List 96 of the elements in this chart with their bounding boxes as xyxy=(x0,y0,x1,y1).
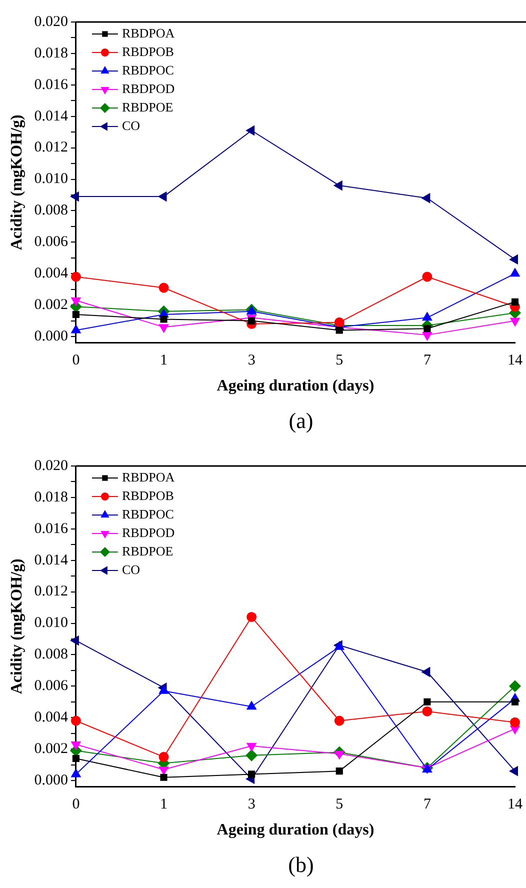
point xyxy=(509,680,521,692)
y-tick-label: 0.018 xyxy=(34,489,68,506)
point xyxy=(70,272,81,282)
y-tick-label: 0.010 xyxy=(34,615,68,632)
x-tick-label: 3 xyxy=(248,796,256,813)
point xyxy=(336,768,343,775)
y-tick-label: 0.012 xyxy=(34,584,68,600)
point xyxy=(248,770,256,778)
point xyxy=(334,640,345,650)
x-tick-label: 5 xyxy=(336,796,344,813)
legend-label: RBDPOA xyxy=(122,25,176,40)
y-tick-label: 0.018 xyxy=(34,45,68,62)
x-tick-label: 14 xyxy=(508,352,523,369)
point xyxy=(248,317,256,324)
legend-label: RBDPOC xyxy=(122,506,174,522)
point xyxy=(422,312,432,321)
y-tick-label: 0.004 xyxy=(34,710,68,726)
x-tick-label: 5 xyxy=(336,352,344,369)
y-tick-label: 0.012 xyxy=(34,140,68,156)
point xyxy=(158,752,169,762)
point xyxy=(421,666,430,678)
point xyxy=(333,180,342,191)
point xyxy=(158,766,169,776)
point xyxy=(424,325,431,332)
legend-label: RBDPOD xyxy=(122,80,175,96)
legend-label: CO xyxy=(122,562,140,577)
point xyxy=(72,310,80,318)
legend-label: RBDPOD xyxy=(122,524,175,540)
legend-label: RBDPOA xyxy=(122,469,176,484)
legend-label: RBDPOE xyxy=(122,99,174,114)
legend-label: RBDPOC xyxy=(122,62,174,78)
y-tick-label: 0.002 xyxy=(34,740,68,757)
y-axis-title: Acidity (mgKOH/g) xyxy=(8,558,26,694)
legend-label: CO xyxy=(122,118,140,133)
point xyxy=(510,318,520,327)
point xyxy=(72,754,80,762)
y-tick-label: 0.002 xyxy=(34,296,68,313)
y-tick-label: 0.014 xyxy=(34,552,68,568)
x-tick-label: 14 xyxy=(508,796,523,813)
y-tick-label: 0.008 xyxy=(34,202,68,219)
y-tick-label: 0.006 xyxy=(34,234,68,250)
text: (a) xyxy=(288,408,314,433)
legend-label: RBDPOE xyxy=(122,543,174,558)
x-tick-label: 0 xyxy=(72,352,80,369)
y-tick-label: 0.006 xyxy=(34,678,68,694)
point xyxy=(246,612,257,622)
point xyxy=(246,700,257,710)
y-tick-label: 0.020 xyxy=(34,14,68,30)
legend-label: RBDPOB xyxy=(122,44,174,59)
point xyxy=(422,332,432,341)
point xyxy=(422,706,432,716)
point xyxy=(511,298,519,306)
y-tick-label: 0.000 xyxy=(34,772,68,788)
point xyxy=(334,750,345,760)
point xyxy=(421,192,430,204)
legend-label: RBDPOB xyxy=(122,488,174,503)
y-tick-label: 0.016 xyxy=(34,76,68,93)
x-axis-title: Ageing duration (days) xyxy=(216,822,374,839)
point xyxy=(511,698,519,706)
point xyxy=(334,317,344,328)
point xyxy=(70,297,82,306)
x-tick-label: 1 xyxy=(160,352,168,369)
x-tick-label: 1 xyxy=(160,796,168,813)
y-tick-label: 0.014 xyxy=(34,108,68,124)
point xyxy=(70,716,81,726)
point xyxy=(509,254,518,265)
point xyxy=(158,191,167,202)
x-tick-label: 7 xyxy=(423,796,432,813)
point xyxy=(246,742,257,752)
x-tick-label: 7 xyxy=(423,352,432,369)
point xyxy=(246,749,258,762)
point xyxy=(70,741,82,750)
x-tick-label: 3 xyxy=(248,352,256,369)
x-axis-title: Ageing duration (days) xyxy=(216,378,374,395)
point xyxy=(70,191,79,202)
point xyxy=(510,717,520,728)
y-tick-label: 0.016 xyxy=(34,520,68,537)
point xyxy=(510,268,520,277)
point xyxy=(509,766,518,776)
y-tick-label: 0.004 xyxy=(34,266,68,282)
x-tick-label: 0 xyxy=(72,796,80,813)
point xyxy=(70,324,82,334)
point xyxy=(246,125,255,136)
point xyxy=(424,698,431,706)
point xyxy=(334,716,344,726)
point xyxy=(160,774,168,781)
point xyxy=(158,282,169,293)
y-axis-title: Acidity (mgKOH/g) xyxy=(8,114,26,250)
y-tick-label: 0.008 xyxy=(34,646,68,663)
point xyxy=(160,316,168,323)
point xyxy=(336,326,343,334)
y-tick-label: 0.020 xyxy=(34,458,68,474)
text: (b) xyxy=(288,852,314,877)
point xyxy=(422,272,432,282)
y-tick-label: 0.000 xyxy=(34,328,68,344)
y-tick-label: 0.010 xyxy=(34,171,68,188)
